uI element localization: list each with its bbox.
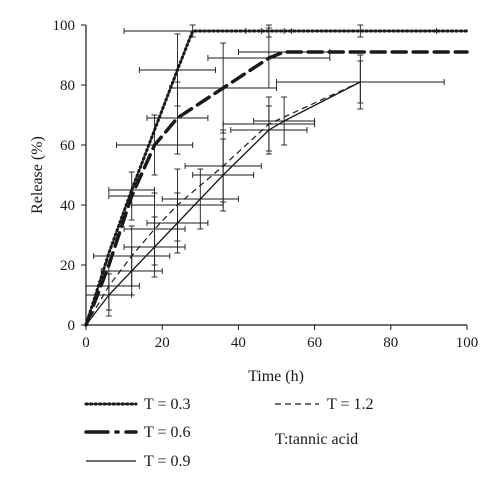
y-tick-label: 100	[53, 18, 76, 34]
series-line-3	[85, 81, 361, 326]
legend-label: T = 0.3	[144, 396, 191, 413]
y-tick-label: 40	[60, 198, 75, 214]
legend-label: T = 1.2	[327, 396, 374, 413]
y-axis-label: Release (%)	[29, 136, 46, 214]
x-tick-label: 80	[383, 335, 398, 351]
x-ticks: 0 20 40 60 80 100	[82, 325, 478, 351]
series-line-1	[84, 29, 469, 327]
x-tick-label: 0	[82, 335, 90, 351]
legend-note: T:tannic acid	[275, 431, 358, 448]
series-lines	[84, 29, 469, 327]
y-tick-label: 80	[60, 78, 75, 94]
y-ticks: 0 20 40 60 80 100	[53, 18, 86, 334]
y-tick-label: 20	[60, 258, 75, 274]
y-tick-label: 0	[68, 318, 76, 334]
x-tick-label: 100	[456, 335, 479, 351]
plot-area: 0 20 40 60 80 100 0 20 40 60 80 100	[53, 18, 479, 351]
x-tick-label: 40	[231, 335, 246, 351]
legend-label: T = 0.9	[144, 453, 191, 470]
legend: T = 0.3 T = 0.6 T = 0.9 T = 1.2	[84, 396, 374, 470]
legend-label: T = 0.6	[144, 424, 191, 441]
x-tick-label: 60	[307, 335, 322, 351]
y-tick-label: 60	[60, 138, 75, 154]
series-line-4	[85, 81, 361, 326]
series-line-2	[84, 50, 469, 327]
x-axis-label: Time (h)	[248, 368, 304, 385]
x-tick-label: 20	[155, 335, 170, 351]
